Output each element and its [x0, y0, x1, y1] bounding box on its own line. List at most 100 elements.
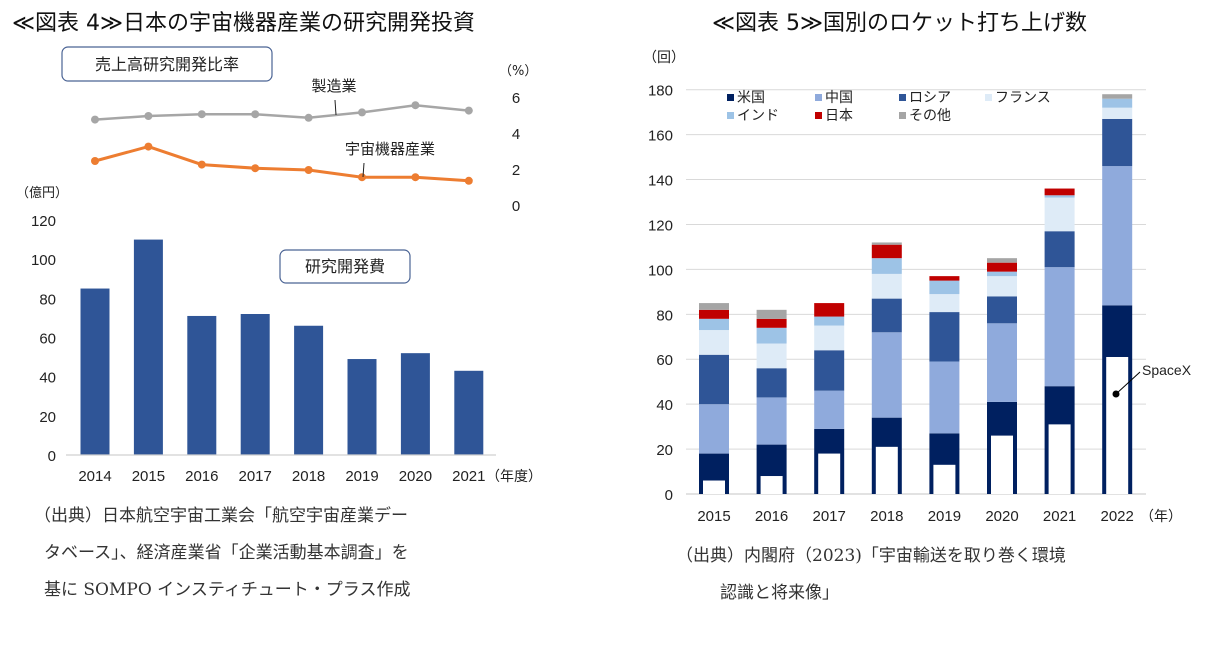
manufacturing-ratio-point — [358, 108, 366, 117]
launch-segment-other — [1102, 94, 1133, 99]
launch-segment-japan — [929, 276, 960, 281]
rd-bar — [454, 370, 484, 455]
space-industry-ratio-point — [251, 164, 260, 173]
rd-tick-label: 100 — [31, 252, 56, 269]
right-figure-title: ≪図表 5≫国別のロケット打ち上げ数 — [712, 11, 1087, 36]
rd-bar — [187, 315, 217, 455]
legend-label-china: 中国 — [825, 90, 853, 106]
rd-tick-label: 60 — [39, 331, 56, 348]
launch-segment-other — [699, 303, 729, 310]
percent-axis-unit: （%） — [499, 64, 537, 79]
rd-x-label: 2020 — [399, 468, 432, 485]
launch-tick-label: 100 — [648, 262, 673, 279]
manufacturing-ratio-line — [94, 103, 469, 121]
launch-segment-india — [871, 258, 902, 274]
launch-tick-label: 20 — [656, 442, 673, 459]
launch-segment-india — [699, 318, 729, 331]
launch-segment-china — [1044, 267, 1075, 387]
space-industry-ratio-point — [464, 176, 473, 185]
launch-x-label: 2017 — [813, 508, 846, 525]
space-leader-line — [362, 162, 365, 178]
rd-tick-label: 0 — [48, 448, 56, 465]
right-source-line-1: （出典）内閣府（2023)「宇宙輸送を取り巻く環境 — [676, 546, 1066, 566]
launch-segment-france — [871, 273, 902, 299]
percent-tick-label: 0 — [512, 198, 520, 215]
legend-label-japan: 日本 — [825, 108, 853, 124]
space-line-label: 宇宙機器産業 — [345, 140, 435, 158]
spacex-segment — [760, 476, 783, 494]
rd-x-label: 2016 — [185, 468, 218, 485]
spacex-segment — [1106, 356, 1129, 494]
launch-x-label: 2016 — [755, 508, 788, 525]
legend-swatch-china — [815, 94, 822, 101]
space-industry-ratio-point — [197, 160, 206, 169]
spacex-annotation-label: SpaceX — [1142, 362, 1192, 378]
ratio-label: 売上高研究開発比率 — [95, 55, 239, 74]
space-industry-ratio-point — [304, 166, 313, 174]
launch-axis-unit: （回） — [643, 50, 685, 66]
launch-tick-label: 120 — [648, 217, 673, 234]
spacex-segment — [991, 435, 1013, 494]
space-industry-ratio-point — [411, 173, 420, 182]
launch-segment-france — [814, 325, 845, 351]
rd-bar — [294, 325, 324, 455]
launch-segment-russia — [699, 354, 729, 405]
launch-segment-france — [699, 330, 729, 355]
legend-label-india: インド — [737, 108, 779, 124]
left-figure-title: ≪図表 4≫日本の宇宙機器産業の研究開発投資 — [12, 11, 475, 36]
rd-bar — [347, 359, 377, 455]
rd-label-box — [279, 249, 411, 284]
manufacturing-ratio-point — [144, 112, 153, 120]
manufacturing-line-label: 製造業 — [311, 77, 356, 95]
launch-segment-france — [929, 294, 960, 313]
launch-segment-india — [814, 316, 845, 326]
rd-x-label: 2019 — [345, 468, 378, 485]
launch-tick-label: 60 — [656, 352, 673, 369]
launch-segment-china — [871, 332, 902, 418]
spacex-segment — [933, 464, 956, 494]
ratio-lines — [91, 101, 473, 185]
launch-segment-other — [756, 309, 787, 319]
launch-segment-india — [929, 280, 960, 295]
legend-label-russia: ロシア — [909, 90, 951, 106]
launch-bars — [699, 94, 1133, 494]
percent-axis-ticks: 0 2 4 6 — [512, 90, 520, 215]
launch-tick-label: 180 — [648, 83, 673, 100]
rd-label: 研究開発費 — [305, 257, 385, 276]
launch-segment-france — [987, 276, 1017, 297]
launch-x-unit: （年） — [1140, 508, 1182, 524]
manufacturing-ratio-point — [251, 110, 260, 119]
right-source-line-2: 認識と将来像」 — [720, 583, 839, 603]
launch-segment-russia — [929, 312, 960, 362]
launch-segment-russia — [814, 350, 845, 391]
launch-segment-china — [1102, 166, 1133, 306]
launch-segment-india — [1044, 195, 1075, 198]
rd-bar — [80, 288, 110, 455]
percent-tick-label: 6 — [512, 90, 520, 107]
rd-bar — [240, 314, 270, 455]
rd-x-label: 2015 — [132, 468, 165, 485]
launch-x-label: 2018 — [870, 508, 903, 525]
manufacturing-ratio-point — [304, 113, 313, 122]
launch-x-labels: 2015 2016 2017 2018 2019 2020 2021 2022 — [697, 508, 1134, 525]
launch-segment-france — [756, 343, 787, 369]
legend-label-france: フランス — [995, 90, 1051, 106]
manufacturing-ratio-point — [411, 101, 420, 110]
spacex-segment — [818, 453, 841, 494]
legend-label-other: その他 — [909, 108, 951, 124]
launch-segment-japan — [699, 309, 729, 319]
space-industry-ratio-point — [91, 157, 99, 165]
rd-tick-label: 40 — [39, 370, 56, 387]
launch-segment-india — [1102, 98, 1133, 108]
launch-segment-other — [987, 258, 1017, 263]
rd-x-label: 2021 — [452, 468, 485, 485]
launch-segment-japan — [814, 303, 845, 317]
legend-swatch-france — [985, 94, 992, 101]
legend-label-us: 米国 — [737, 90, 765, 106]
spacex-segment — [703, 480, 725, 494]
launch-x-label: 2021 — [1043, 508, 1076, 525]
launch-segment-india — [987, 271, 1017, 277]
manufacturing-ratio-point — [197, 110, 206, 119]
rd-x-labels: 2014 2015 2016 2017 2018 2019 2020 2021 — [78, 468, 485, 485]
